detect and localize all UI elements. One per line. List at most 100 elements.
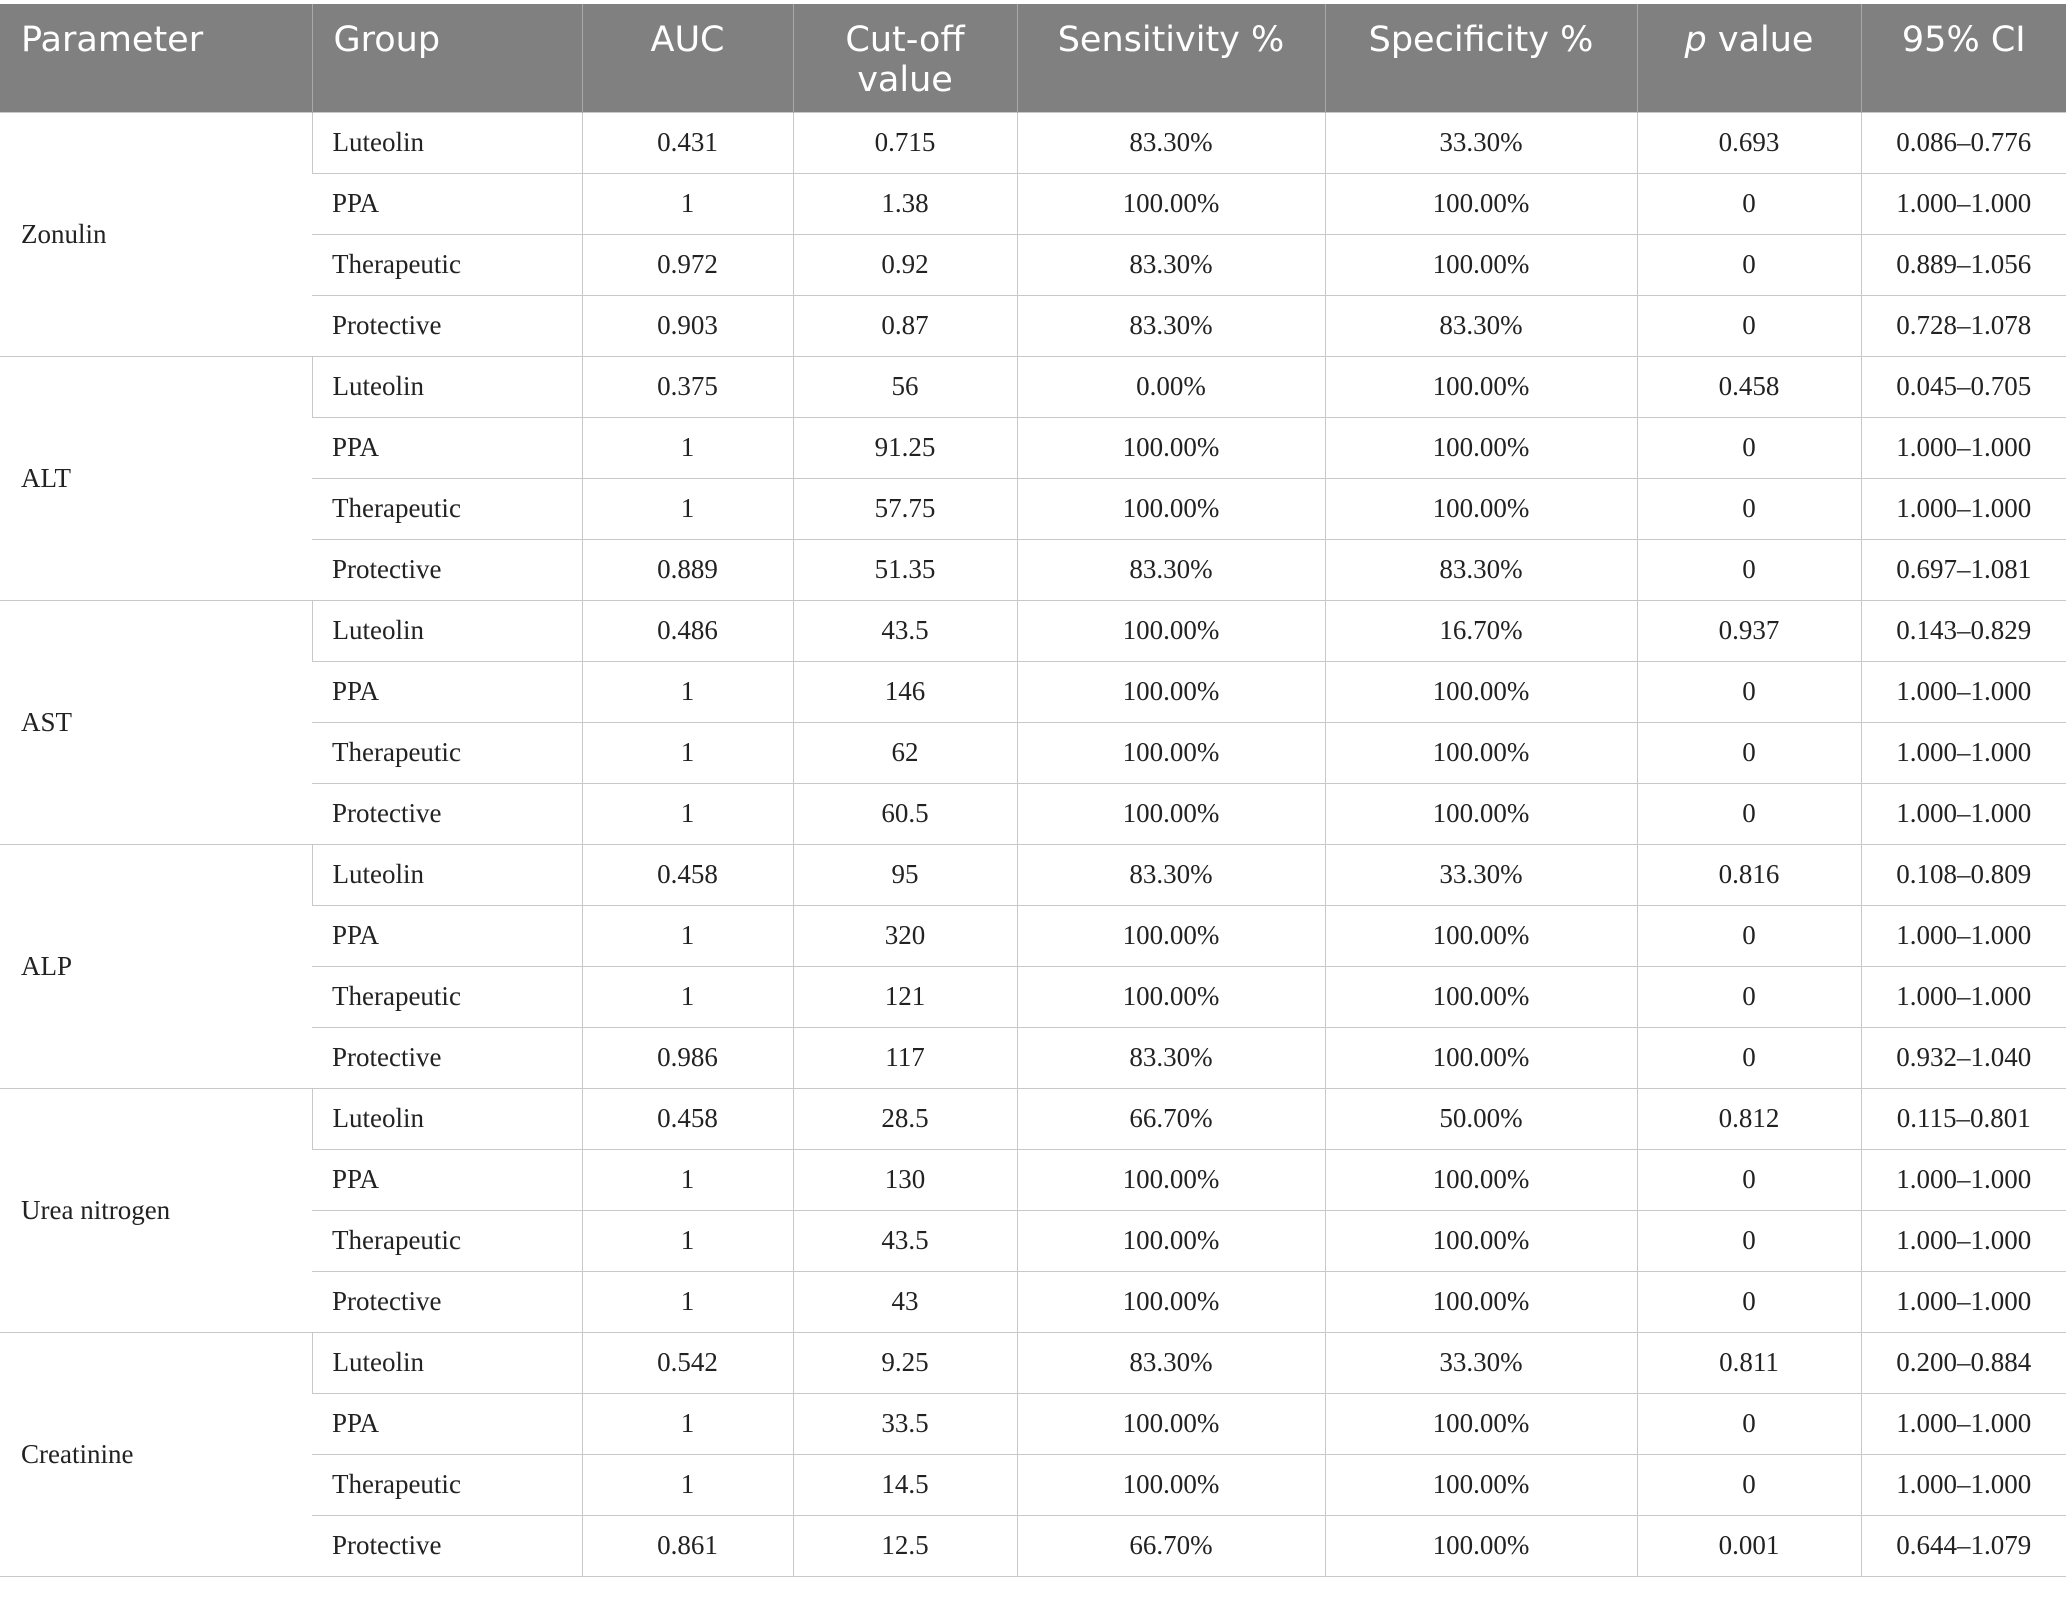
sensitivity-cell: 83.30% [1016,843,1325,905]
ci-cell: 1.000–1.000 [1860,782,2066,844]
auc-cell: 0.889 [581,538,793,600]
cutoff-cell: 43.5 [792,1209,1017,1271]
ci-cell: 1.000–1.000 [1860,172,2066,234]
sensitivity-cell: 100.00% [1016,416,1325,478]
table-row: Therapeutic 1 57.75 100.00% 100.00% 0 1.000–1.… [0,477,2066,539]
ci-cell: 1.000–1.000 [1860,904,2066,966]
ci-cell: 0.932–1.040 [1860,1026,2066,1088]
group-cell: Therapeutic [312,477,582,539]
auc-cell: 0.458 [581,1087,793,1149]
sensitivity-cell: 100.00% [1016,1453,1325,1515]
group-cell: Protective [312,1026,582,1088]
ci-cell: 1.000–1.000 [1860,1392,2066,1454]
cutoff-cell: 0.715 [792,111,1017,173]
sensitivity-cell: 100.00% [1016,172,1325,234]
p-value-cell: 0 [1636,1209,1861,1271]
p-value-cell: 0.811 [1636,1331,1861,1393]
ci-cell: 1.000–1.000 [1860,477,2066,539]
p-value-cell: 0 [1636,172,1861,234]
group-cell: Protective [312,294,582,356]
specificity-cell: 100.00% [1324,721,1637,783]
auc-cell: 1 [581,1209,793,1271]
auc-cell: 1 [581,1148,793,1210]
p-value-cell: 0 [1636,1148,1861,1210]
table-row: Protective 1 60.5 100.00% 100.00% 0 1.000–1.00… [0,782,2066,844]
cutoff-cell: 57.75 [792,477,1017,539]
specificity-cell: 33.30% [1324,111,1637,173]
group-cell: Protective [312,1270,582,1332]
cutoff-cell: 56 [792,355,1017,417]
p-value-cell: 0.937 [1636,599,1861,661]
specificity-cell: 100.00% [1324,1392,1637,1454]
p-value-cell: 0 [1636,721,1861,783]
table-row: PPA 1 146 100.00% 100.00% 0 1.000–1.000 [0,660,2066,722]
ci-cell: 0.086–0.776 [1860,111,2066,173]
group-cell: PPA [312,172,582,234]
group-cell: Protective [312,538,582,600]
p-value-cell: 0 [1636,416,1861,478]
header-p-value: p value [1637,4,1862,112]
table-row: Therapeutic 1 14.5 100.00% 100.00% 0 1.000–1.0… [0,1453,2066,1515]
header-specificity-label: Specificity % [1368,20,1594,60]
group-cell: Luteolin [311,599,582,661]
header-sensitivity-label: Sensitivity % [1057,20,1285,60]
auc-cell: 1 [581,782,793,844]
table-row: PPA 1 1.38 100.00% 100.00% 0 1.000–1.000 [0,172,2066,234]
p-value-cell: 0 [1636,965,1861,1027]
p-value-cell: 0.693 [1636,111,1861,173]
specificity-cell: 83.30% [1324,538,1637,600]
table-row: Protective 0.903 0.87 83.30% 83.30% 0 0.728–1.… [0,294,2066,356]
header-p-italic: p [1684,20,1707,60]
sensitivity-cell: 100.00% [1016,1392,1325,1454]
group-cell: Luteolin [311,355,582,417]
specificity-cell: 100.00% [1324,1453,1637,1515]
ci-cell: 0.697–1.081 [1860,538,2066,600]
specificity-cell: 33.30% [1324,1331,1637,1393]
auc-cell: 0.903 [581,294,793,356]
sensitivity-cell: 83.30% [1016,294,1325,356]
table-row: Urea nitrogen Luteolin 0.458 28.5 66.70% 50.0… [0,1087,2066,1333]
group-cell: Therapeutic [312,721,582,783]
p-value-cell: 0 [1636,1270,1861,1332]
table-body: Zonulin Luteolin 0.431 0.715 83.30% 33.30% 0.6… [0,111,2066,1577]
p-value-cell: 0.812 [1636,1087,1861,1149]
roc-results-table: Parameter Group AUC Cut-off value Sensiti… [0,4,2066,1577]
ci-cell: 0.200–0.884 [1860,1331,2066,1393]
auc-cell: 1 [581,416,793,478]
p-value-cell: 0 [1636,1453,1861,1515]
specificity-cell: 100.00% [1324,904,1637,966]
sensitivity-cell: 100.00% [1016,1209,1325,1271]
header-cutoff-line2: value [857,60,953,100]
cutoff-cell: 146 [792,660,1017,722]
sensitivity-cell: 83.30% [1016,1331,1325,1393]
table-row: ALT Luteolin 0.375 56 0.00% 100.00% 0.458 0.045… [0,355,2066,601]
auc-cell: 0.486 [581,599,793,661]
parameter-cell: Urea nitrogen [0,1087,312,1333]
header-ci-label: 95% CI [1901,20,2026,60]
auc-cell: 1 [581,172,793,234]
auc-cell: 0.972 [581,233,793,295]
p-value-cell: 0 [1636,538,1861,600]
header-p-value-label: p value [1638,4,1861,60]
auc-cell: 0.986 [581,1026,793,1088]
header-cutoff-line1: Cut-off [845,20,965,60]
ci-cell: 0.045–0.705 [1860,355,2066,417]
header-row: Parameter Group AUC Cut-off value Sensiti… [0,4,2066,112]
group-cell: Luteolin [311,1087,582,1149]
sensitivity-cell: 83.30% [1016,111,1325,173]
p-value-cell: 0 [1636,782,1861,844]
cutoff-cell: 95 [792,843,1017,905]
specificity-cell: 100.00% [1324,172,1637,234]
header-group-label: Group [333,20,441,60]
table-row: Therapeutic 0.972 0.92 83.30% 100.00% 0 0.889–… [0,233,2066,295]
sensitivity-cell: 100.00% [1016,965,1325,1027]
sensitivity-cell: 100.00% [1016,782,1325,844]
auc-cell: 1 [581,721,793,783]
sensitivity-cell: 100.00% [1016,599,1325,661]
specificity-cell: 16.70% [1324,599,1637,661]
cutoff-cell: 130 [792,1148,1017,1210]
sensitivity-cell: 66.70% [1016,1087,1325,1149]
p-value-cell: 0 [1636,904,1861,966]
auc-cell: 1 [581,965,793,1027]
cutoff-cell: 117 [792,1026,1017,1088]
